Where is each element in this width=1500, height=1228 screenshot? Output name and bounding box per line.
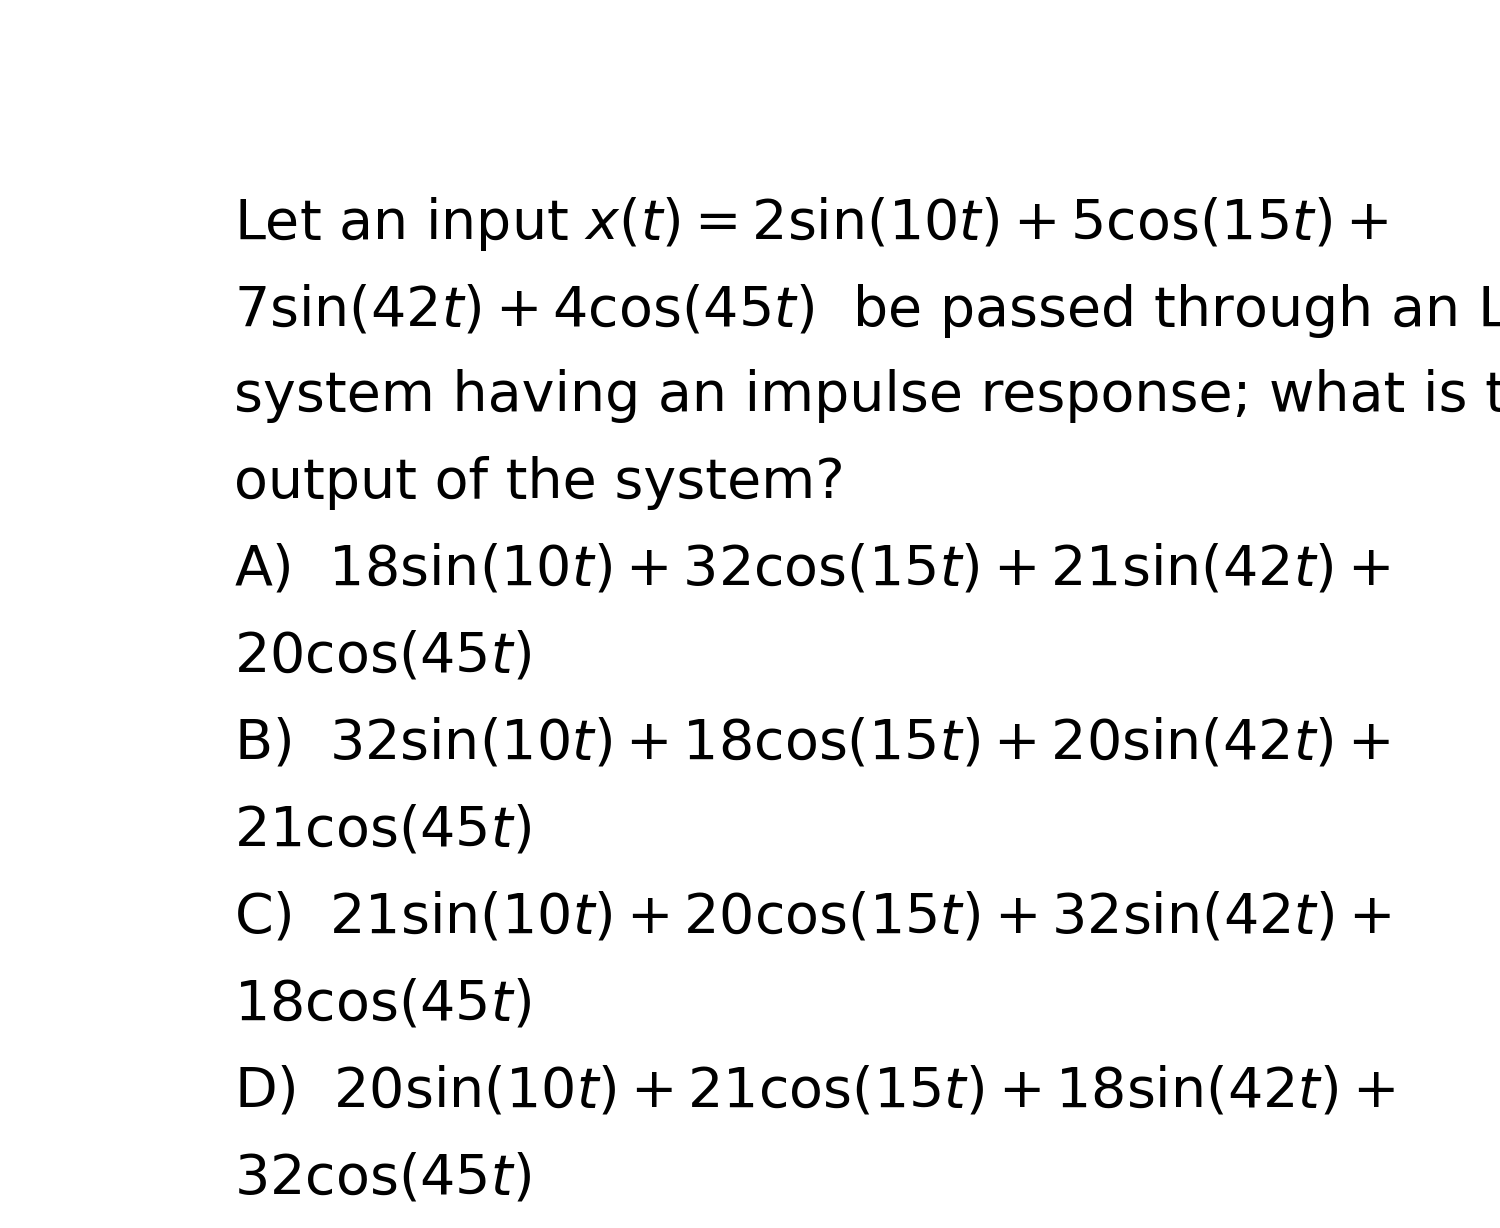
Text: Let an input $\mathit{x}(\mathit{t}) = 2\sin(10\mathit{t}) + 5\cos(15\mathit{t}): Let an input $\mathit{x}(\mathit{t}) = 2… (234, 194, 1388, 253)
Text: $18\cos(45\mathit{t})$: $18\cos(45\mathit{t})$ (234, 977, 531, 1032)
Text: B)  $32\sin(10\mathit{t}) + 18\cos(15\mathit{t}) + 20\sin(42\mathit{t}) +$: B) $32\sin(10\mathit{t}) + 18\cos(15\mat… (234, 717, 1390, 771)
Text: A)  $18\sin(10\mathit{t}) + 32\cos(15\mathit{t}) + 21\sin(42\mathit{t}) +$: A) $18\sin(10\mathit{t}) + 32\cos(15\mat… (234, 543, 1390, 597)
Text: C)  $21\sin(10\mathit{t}) + 20\cos(15\mathit{t}) + 32\sin(42\mathit{t}) +$: C) $21\sin(10\mathit{t}) + 20\cos(15\mat… (234, 890, 1390, 944)
Text: $32\cos(45\mathit{t})$: $32\cos(45\mathit{t})$ (234, 1152, 531, 1206)
Text: D)  $20\sin(10\mathit{t}) + 21\cos(15\mathit{t}) + 18\sin(42\mathit{t}) +$: D) $20\sin(10\mathit{t}) + 21\cos(15\mat… (234, 1065, 1395, 1119)
Text: $20\cos(45\mathit{t})$: $20\cos(45\mathit{t})$ (234, 630, 531, 684)
Text: $7\sin(42\mathit{t}) + 4\cos(45\mathit{t})$  be passed through an LTI: $7\sin(42\mathit{t}) + 4\cos(45\mathit{t… (234, 281, 1500, 340)
Text: system having an impulse response; what is the: system having an impulse response; what … (234, 368, 1500, 422)
Text: output of the system?: output of the system? (234, 456, 844, 510)
Text: $21\cos(45\mathit{t})$: $21\cos(45\mathit{t})$ (234, 803, 531, 857)
